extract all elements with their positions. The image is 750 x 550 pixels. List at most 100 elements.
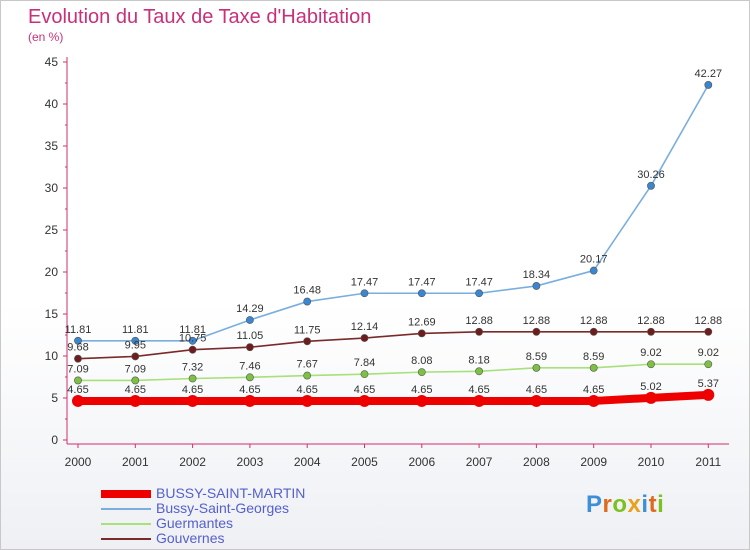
data-label: 9.02 [640, 347, 661, 359]
data-label: 4.65 [411, 384, 432, 396]
y-tick-label: 10 [45, 349, 59, 363]
data-point [702, 388, 715, 401]
data-point [589, 363, 598, 372]
data-point [129, 394, 142, 407]
data-label: 5.37 [698, 378, 719, 390]
data-point [532, 327, 541, 336]
data-label: 12.88 [695, 315, 723, 327]
data-label: 12.14 [351, 321, 379, 333]
data-label: 12.88 [580, 315, 608, 327]
data-point [475, 367, 483, 376]
data-point [72, 394, 84, 407]
legend-swatch [101, 489, 151, 498]
data-point [704, 327, 713, 336]
x-tick-label: 2010 [638, 455, 665, 469]
data-point [589, 327, 598, 336]
data-point [303, 297, 312, 306]
data-point [475, 327, 483, 336]
data-label: 17.47 [408, 276, 436, 288]
y-tick-label: 40 [45, 97, 59, 111]
data-point [301, 394, 314, 407]
y-tick-label: 30 [45, 181, 59, 195]
legend-label: BUSSY-SAINT-MARTIN [156, 485, 306, 501]
data-label: 4.65 [296, 384, 317, 396]
data-point [131, 376, 140, 385]
data-point [188, 374, 197, 383]
data-point [188, 336, 197, 345]
data-label: 20.17 [580, 254, 608, 266]
y-tick-label: 25 [45, 223, 59, 237]
data-point [530, 394, 543, 407]
y-tick-label: 35 [45, 139, 59, 153]
data-point [647, 181, 655, 190]
data-point [360, 370, 369, 379]
data-label: 9.95 [125, 339, 146, 351]
data-point [473, 394, 486, 407]
data-point [475, 289, 483, 298]
x-tick-label: 2002 [179, 455, 206, 469]
y-tick-label: 0 [51, 433, 58, 447]
data-label: 11.05 [237, 330, 264, 342]
x-tick-label: 2001 [122, 455, 149, 469]
data-point [245, 343, 254, 352]
legend-swatch [101, 537, 151, 540]
data-label: 8.18 [468, 354, 489, 366]
data-label: 8.59 [583, 351, 604, 363]
data-point [532, 363, 541, 372]
legend-label: Guermantes [156, 515, 234, 531]
data-point [245, 316, 254, 324]
data-point [74, 336, 82, 345]
legend-swatch [101, 522, 151, 525]
x-tick-label: 2003 [237, 455, 264, 469]
data-point [589, 266, 598, 275]
legend-item: Bussy-Saint-Georges [101, 500, 361, 516]
x-tick-label: 2004 [294, 455, 321, 469]
data-label: 17.47 [351, 276, 379, 288]
chart-title: Evolution du Taux de Taxe d'Habitation [28, 6, 372, 28]
data-label: 11.75 [294, 324, 321, 336]
data-label: 4.65 [125, 384, 146, 396]
data-label: 7.84 [354, 357, 375, 369]
data-label: 14.29 [236, 303, 264, 315]
data-label: 10.75 [179, 333, 207, 345]
y-tick-label: 5 [51, 391, 58, 405]
data-label: 9.02 [698, 347, 719, 359]
x-tick-label: 2005 [351, 455, 378, 469]
data-point [647, 327, 655, 336]
data-point [704, 81, 713, 89]
x-tick-label: 2008 [523, 455, 550, 469]
data-label: 17.47 [465, 276, 493, 288]
data-label: 4.65 [468, 384, 489, 396]
data-label: 11.81 [122, 324, 149, 336]
y-tick-label: 20 [45, 265, 59, 279]
x-tick-label: 2006 [408, 455, 435, 469]
data-label: 4.65 [67, 384, 88, 396]
data-label: 7.09 [125, 363, 146, 375]
data-label: 4.65 [182, 384, 203, 396]
data-point [645, 391, 657, 404]
data-point [303, 337, 312, 346]
proxiti-logo: Proxiti [586, 491, 665, 518]
data-point [417, 289, 426, 298]
data-point [417, 329, 426, 338]
data-point [245, 373, 254, 382]
chart-legend: BUSSY-SAINT-MARTIN Bussy-Saint-Georges Gue… [101, 485, 361, 546]
data-point [587, 394, 600, 407]
data-label: 12.88 [637, 315, 665, 327]
data-label: 8.08 [411, 355, 432, 367]
data-point [532, 282, 541, 290]
data-point [74, 376, 82, 385]
data-point [415, 394, 428, 407]
data-label: 9.68 [67, 342, 88, 354]
data-label: 12.88 [523, 315, 551, 327]
series-line [77, 331, 710, 360]
series-line [77, 363, 710, 382]
data-label: 7.09 [67, 363, 88, 375]
legend-item: Guermantes [101, 515, 361, 531]
data-point [243, 394, 256, 407]
data-label: 12.88 [465, 315, 493, 327]
data-label: 30.26 [637, 169, 665, 181]
legend-label: Gouvernes [156, 530, 225, 546]
